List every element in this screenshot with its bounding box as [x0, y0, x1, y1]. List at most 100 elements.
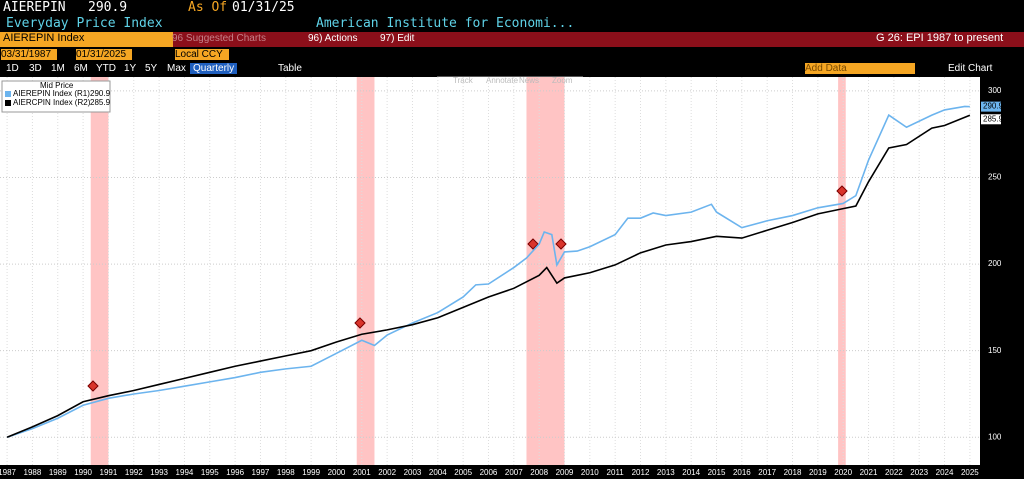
ticker: AIEREPIN: [3, 0, 66, 15]
y-tick-label: 300: [988, 86, 1002, 95]
x-tick-label: 2008: [530, 468, 548, 477]
x-tick-label: 2002: [378, 468, 396, 477]
add-data[interactable]: Add Data: [805, 63, 915, 74]
start-date[interactable]: 03/31/1987: [1, 49, 57, 60]
legend-label: AIEREPIN Index (R1): [13, 89, 90, 98]
name-row: Everyday Price Index American Institute …: [0, 16, 1024, 32]
legend-value: 285.9: [90, 98, 111, 107]
last-value-label: 285.9: [983, 114, 1004, 123]
y-tick-label: 250: [988, 173, 1002, 182]
chart-title: G 26: EPI 1987 to present: [876, 32, 1004, 44]
event-marker: [836, 185, 848, 197]
recession-band: [90, 77, 109, 465]
x-tick-label: 1995: [201, 468, 219, 477]
period[interactable]: 1D: [6, 63, 19, 74]
x-tick-label: 1993: [150, 468, 168, 477]
legend-box: [1, 80, 111, 113]
x-tick-label: 1987: [0, 468, 17, 477]
recession-band: [838, 77, 846, 465]
x-tick-label: 2015: [708, 468, 726, 477]
period[interactable]: 5Y: [145, 63, 158, 74]
overlay-button: Zoom: [552, 76, 573, 85]
event-marker: [555, 238, 567, 250]
x-tick-label: 2016: [733, 468, 751, 477]
header-row: AIEREPIN 290.9 As Of 01/31/25: [0, 0, 1024, 16]
y-tick-label: 200: [988, 259, 1002, 268]
suggested-charts[interactable]: 96 Suggested Charts: [172, 33, 266, 44]
x-tick-label: 2012: [632, 468, 650, 477]
series-line: [6, 114, 971, 439]
x-tick-label: 2005: [454, 468, 472, 477]
x-tick-label: 2004: [429, 468, 447, 477]
date-row: 03/31/1987 01/31/2025 Local CCY: [0, 49, 1024, 62]
x-tick-label: 2013: [657, 468, 675, 477]
x-tick-label: 1990: [74, 468, 92, 477]
x-tick-label: 2011: [607, 468, 625, 477]
period[interactable]: 1M: [51, 63, 65, 74]
series-line: [6, 105, 970, 439]
x-tick-label: 2018: [784, 468, 802, 477]
x-tick-label: 2007: [505, 468, 523, 477]
x-tick-label: 2020: [834, 468, 852, 477]
recession-band: [356, 77, 375, 465]
period[interactable]: YTD: [96, 63, 116, 74]
x-tick-label: 2023: [910, 468, 928, 477]
x-tick-label: 2022: [885, 468, 903, 477]
plot-area: [0, 77, 980, 465]
last-value-tag: [981, 114, 1001, 125]
period-row: 1D 3D 1M 6M YTD 1Y 5Y Max Quarterly Tabl…: [0, 63, 1024, 76]
x-tick-label: 2024: [936, 468, 954, 477]
as-of-date: 01/31/25: [232, 0, 295, 15]
x-tick-label: 1996: [226, 468, 244, 477]
currency[interactable]: Local CCY: [175, 49, 229, 60]
toolbar: AIEREPIN Index 96 Suggested Charts 96) A…: [0, 32, 1024, 47]
security-field[interactable]: AIEREPIN Index: [0, 32, 173, 47]
x-tick-label: 2000: [328, 468, 346, 477]
x-tick-label: 2009: [556, 468, 574, 477]
x-tick-label: 2014: [682, 468, 700, 477]
x-tick-label: 2021: [860, 468, 878, 477]
x-tick-label: 2006: [480, 468, 498, 477]
x-tick-label: 1992: [125, 468, 143, 477]
x-tick-label: 1988: [24, 468, 42, 477]
x-tick-label: 2010: [581, 468, 599, 477]
x-tick-label: 1997: [252, 468, 270, 477]
x-tick-label: 1991: [100, 468, 118, 477]
table-button[interactable]: Table: [278, 63, 302, 74]
x-tick-label: 2025: [961, 468, 979, 477]
period[interactable]: 6M: [74, 63, 88, 74]
recession-band: [526, 77, 565, 465]
x-tick-label: 2003: [404, 468, 422, 477]
end-date[interactable]: 01/31/2025: [76, 49, 132, 60]
overlay-button: Annotate: [486, 76, 519, 85]
x-tick-label: 1994: [176, 468, 194, 477]
as-of-label: As Of: [188, 0, 228, 15]
legend-swatch: [5, 91, 11, 97]
x-tick-label: 2017: [758, 468, 776, 477]
frequency[interactable]: Quarterly: [190, 63, 238, 74]
y-tick-label: 150: [988, 346, 1002, 355]
period[interactable]: 3D: [29, 63, 42, 74]
overlay-button: News: [519, 76, 539, 85]
x-tick-label: 1998: [277, 468, 295, 477]
edit-chart[interactable]: Edit Chart: [948, 63, 993, 74]
actions-menu[interactable]: 96) Actions: [308, 33, 358, 44]
legend-title: Mid Price: [40, 81, 74, 90]
last-value-label: 290.9: [983, 102, 1004, 111]
legend-value: 290.9: [90, 89, 111, 98]
x-tick-label: 2019: [809, 468, 827, 477]
edit-menu[interactable]: 97) Edit: [380, 33, 415, 44]
event-marker: [527, 238, 539, 250]
x-tick-label: 1989: [49, 468, 67, 477]
x-tick-label: 1999: [302, 468, 320, 477]
security-name: Everyday Price Index: [6, 16, 163, 31]
legend-label: AIERCPIN Index (R2): [13, 98, 91, 107]
period[interactable]: 1Y: [124, 63, 137, 74]
period[interactable]: Max: [167, 63, 186, 74]
last-value-tag: [981, 101, 1001, 112]
chart: TrackAnnotateNewsZoom1987198819891990199…: [0, 76, 1004, 477]
last-value: 290.9: [88, 0, 128, 15]
legend-swatch: [5, 100, 11, 106]
event-marker: [87, 380, 99, 392]
